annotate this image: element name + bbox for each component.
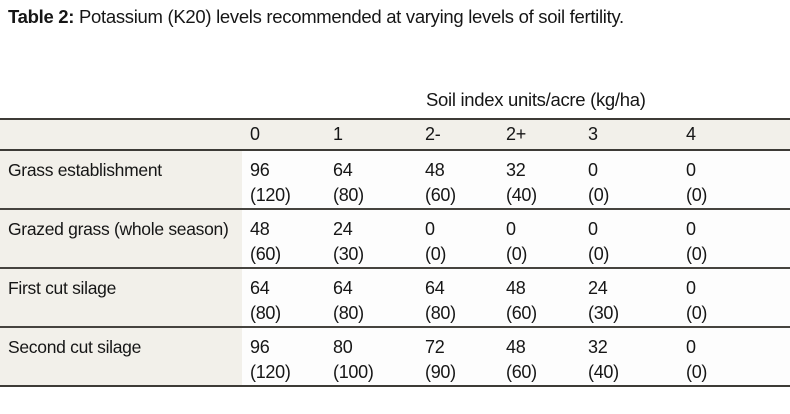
data-cell: 80 (100) [325, 327, 417, 386]
cell-units-value: 0 [588, 160, 598, 180]
header-cell-2plus: 2+ [498, 119, 580, 151]
cell-units-value: 32 [588, 337, 608, 357]
header-cell-1: 1 [325, 119, 417, 151]
data-cell: 0 (0) [580, 209, 678, 268]
cell-kg-value: (60) [425, 185, 456, 205]
table-row-second-cut-silage: Second cut silage 96 (120) 80 (100) 72 (… [0, 327, 790, 386]
cell-kg-value: (100) [333, 362, 374, 382]
table-row-grazed-grass: Grazed grass (whole season) 48 (60) 24 (… [0, 209, 790, 268]
data-cell: 48 (60) [498, 327, 580, 386]
header-cell-empty [0, 119, 242, 151]
header-cell-3: 3 [580, 119, 678, 151]
cell-units-value: 32 [506, 160, 526, 180]
cell-units-value: 24 [588, 278, 608, 298]
cell-units-value: 0 [425, 219, 435, 239]
cell-units-value: 0 [506, 219, 516, 239]
cell-kg-value: (0) [506, 244, 528, 264]
data-cell: 48 (60) [417, 150, 498, 209]
potassium-table: 0 1 2- 2+ 3 4 Grass establishment 96 (12… [0, 118, 790, 387]
data-cell: 0 (0) [498, 209, 580, 268]
cell-units-value: 0 [686, 160, 696, 180]
data-cell: 32 (40) [498, 150, 580, 209]
cell-kg-value: (0) [686, 185, 708, 205]
cell-kg-value: (40) [506, 185, 537, 205]
data-cell: 64 (80) [325, 150, 417, 209]
cell-kg-value: (30) [588, 303, 619, 323]
cell-units-value: 64 [250, 278, 270, 298]
header-cell-0: 0 [242, 119, 325, 151]
cell-kg-value: (80) [333, 185, 364, 205]
cell-kg-value: (0) [686, 244, 708, 264]
row-label: Grass establishment [0, 150, 242, 209]
header-cell-4: 4 [678, 119, 790, 151]
column-group-header: Soil index units/acre (kg/ha) [426, 89, 646, 110]
cell-kg-value: (90) [425, 362, 456, 382]
cell-units-value: 48 [425, 160, 445, 180]
cell-kg-value: (120) [250, 185, 291, 205]
cell-kg-value: (0) [588, 244, 610, 264]
cell-units-value: 24 [333, 219, 353, 239]
data-cell: 0 (0) [678, 268, 790, 327]
table-caption: Table 2: Potassium (K20) levels recommen… [0, 0, 790, 29]
data-cell: 0 (0) [580, 150, 678, 209]
cell-units-value: 80 [333, 337, 353, 357]
data-cell: 0 (0) [678, 150, 790, 209]
header-row: 0 1 2- 2+ 3 4 [0, 119, 790, 151]
header-cell-2minus: 2- [417, 119, 498, 151]
cell-kg-value: (80) [333, 303, 364, 323]
row-label: First cut silage [0, 268, 242, 327]
cell-kg-value: (30) [333, 244, 364, 264]
data-cell: 96 (120) [242, 327, 325, 386]
cell-units-value: 96 [250, 160, 270, 180]
cell-kg-value: (120) [250, 362, 291, 382]
data-cell: 0 (0) [417, 209, 498, 268]
data-cell: 0 (0) [678, 327, 790, 386]
row-label: Grazed grass (whole season) [0, 209, 242, 268]
cell-units-value: 72 [425, 337, 445, 357]
cell-units-value: 48 [506, 337, 526, 357]
cell-kg-value: (0) [686, 303, 708, 323]
data-cell: 0 (0) [678, 209, 790, 268]
cell-units-value: 96 [250, 337, 270, 357]
data-cell: 24 (30) [580, 268, 678, 327]
data-cell: 48 (60) [498, 268, 580, 327]
table-caption-text: Potassium (K20) levels recommended at va… [74, 6, 624, 27]
data-cell: 64 (80) [417, 268, 498, 327]
cell-kg-value: (0) [425, 244, 447, 264]
cell-units-value: 64 [333, 160, 353, 180]
data-cell: 72 (90) [417, 327, 498, 386]
cell-kg-value: (60) [250, 244, 281, 264]
cell-kg-value: (80) [425, 303, 456, 323]
cell-kg-value: (0) [588, 185, 610, 205]
table-row-grass-establishment: Grass establishment 96 (120) 64 (80) 48 … [0, 150, 790, 209]
cell-kg-value: (80) [250, 303, 281, 323]
cell-units-value: 0 [686, 278, 696, 298]
data-cell: 24 (30) [325, 209, 417, 268]
data-cell: 32 (40) [580, 327, 678, 386]
row-label: Second cut silage [0, 327, 242, 386]
data-cell: 48 (60) [242, 209, 325, 268]
data-cell: 96 (120) [242, 150, 325, 209]
cell-units-value: 64 [333, 278, 353, 298]
cell-units-value: 0 [686, 337, 696, 357]
cell-units-value: 48 [250, 219, 270, 239]
cell-kg-value: (60) [506, 303, 537, 323]
cell-kg-value: (0) [686, 362, 708, 382]
cell-units-value: 64 [425, 278, 445, 298]
cell-kg-value: (60) [506, 362, 537, 382]
table-row-first-cut-silage: First cut silage 64 (80) 64 (80) 64 (80)… [0, 268, 790, 327]
cell-kg-value: (40) [588, 362, 619, 382]
data-cell: 64 (80) [242, 268, 325, 327]
table-caption-label: Table 2: [8, 6, 75, 27]
table-figure: Table 2: Potassium (K20) levels recommen… [0, 0, 790, 387]
cell-units-value: 48 [506, 278, 526, 298]
cell-units-value: 0 [686, 219, 696, 239]
data-cell: 64 (80) [325, 268, 417, 327]
cell-units-value: 0 [588, 219, 598, 239]
